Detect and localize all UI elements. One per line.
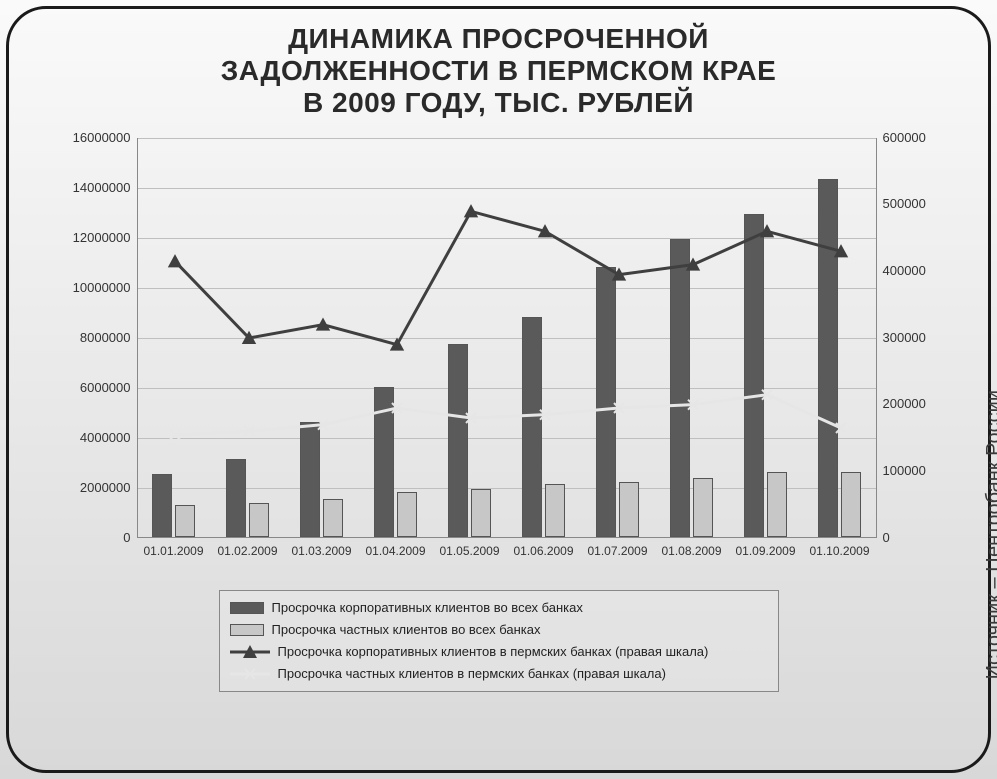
legend-row: Просрочка корпоративных клиентов во всех… [230, 597, 768, 619]
legend-swatch-bar [230, 602, 264, 614]
ytick-left: 12000000 [67, 230, 131, 245]
xtick: 01.07.2009 [587, 544, 647, 558]
legend-swatch-line [230, 643, 270, 661]
title-line-3: В 2009 ГОДУ, ТЫС. РУБЛЕЙ [31, 87, 966, 119]
legend-label: Просрочка корпоративных клиентов во всех… [272, 600, 583, 615]
line-layer [138, 138, 878, 538]
plot-area [137, 138, 877, 538]
ytick-left: 6000000 [67, 380, 131, 395]
marker-corp_perm [463, 204, 477, 217]
ytick-right: 300000 [883, 330, 926, 345]
ytick-left: 4000000 [67, 430, 131, 445]
legend-label: Просрочка частных клиентов во всех банка… [272, 622, 541, 637]
line-priv_perm [175, 394, 841, 434]
legend-swatch-line [230, 665, 270, 683]
ytick-right: 0 [883, 530, 890, 545]
line-corp_perm [175, 211, 841, 344]
legend-row: Просрочка частных клиентов в пермских ба… [230, 663, 768, 685]
legend-swatch-bar [230, 624, 264, 636]
xtick: 01.06.2009 [513, 544, 573, 558]
ytick-left: 0 [67, 530, 131, 545]
xtick: 01.04.2009 [365, 544, 425, 558]
ytick-left: 16000000 [67, 130, 131, 145]
chart-title: ДИНАМИКА ПРОСРОЧЕННОЙ ЗАДОЛЖЕННОСТИ В ПЕ… [31, 23, 966, 120]
ytick-left: 10000000 [67, 280, 131, 295]
marker-corp_perm [759, 224, 773, 237]
xtick: 01.09.2009 [735, 544, 795, 558]
legend-row: Просрочка частных клиентов во всех банка… [230, 619, 768, 641]
legend: Просрочка корпоративных клиентов во всех… [219, 590, 779, 692]
marker-corp_perm [167, 254, 181, 267]
xtick: 01.02.2009 [217, 544, 277, 558]
xtick: 01.05.2009 [439, 544, 499, 558]
legend-row: Просрочка корпоративных клиентов в пермс… [230, 641, 768, 663]
source-label: Источник – Центробанк России [983, 390, 997, 679]
ytick-right: 100000 [883, 463, 926, 478]
card-frame: ДИНАМИКА ПРОСРОЧЕННОЙ ЗАДОЛЖЕННОСТИ В ПЕ… [6, 6, 991, 773]
xtick: 01.01.2009 [143, 544, 203, 558]
ytick-left: 2000000 [67, 480, 131, 495]
title-line-1: ДИНАМИКА ПРОСРОЧЕННОЙ [31, 23, 966, 55]
ytick-left: 8000000 [67, 330, 131, 345]
title-line-2: ЗАДОЛЖЕННОСТИ В ПЕРМСКОМ КРАЕ [31, 55, 966, 87]
xtick: 01.10.2009 [809, 544, 869, 558]
chart: 0200000040000006000000800000010000000120… [59, 128, 939, 578]
ytick-right: 400000 [883, 263, 926, 278]
xtick: 01.03.2009 [291, 544, 351, 558]
xtick: 01.08.2009 [661, 544, 721, 558]
legend-label: Просрочка корпоративных клиентов в пермс… [278, 644, 709, 659]
ytick-right: 600000 [883, 130, 926, 145]
ytick-left: 14000000 [67, 180, 131, 195]
ytick-right: 500000 [883, 196, 926, 211]
legend-label: Просрочка частных клиентов в пермских ба… [278, 666, 666, 681]
ytick-right: 200000 [883, 396, 926, 411]
